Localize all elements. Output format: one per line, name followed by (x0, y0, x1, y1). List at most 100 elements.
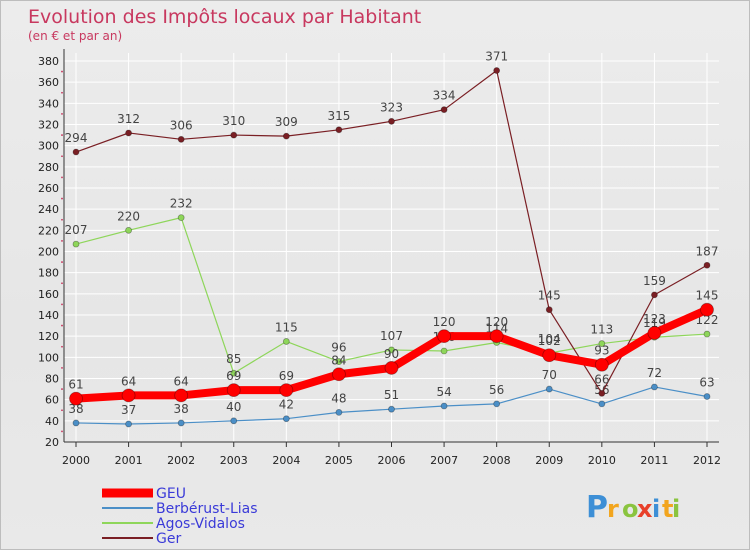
axes: 20 40 60 80 100 120 140 160 180 200 220 240 260 280 30… (38, 49, 721, 467)
data-label: 102 (538, 334, 561, 348)
data-point (545, 306, 553, 314)
data-label: 104 (538, 332, 561, 346)
data-point (598, 340, 606, 347)
y-minor-tick (61, 303, 63, 306)
y-minor-tick (61, 261, 63, 263)
x-tick-label-2000: 2000 (62, 454, 90, 467)
data-point (493, 67, 501, 74)
data-label: 145 (696, 289, 719, 303)
data-point (174, 388, 189, 403)
data-point (384, 361, 399, 375)
data-point (69, 391, 83, 406)
y-tick-label-360: 360 (38, 76, 59, 89)
data-point (177, 419, 185, 427)
brand-letter: t (662, 495, 673, 523)
y-minor-tick (61, 388, 63, 390)
data-point (647, 326, 662, 340)
y-tick-label-300: 300 (38, 140, 59, 153)
data-label: 371 (485, 50, 508, 64)
y-minor-tick (61, 409, 63, 412)
data-label: 54 (436, 385, 451, 399)
x-tick-label-2005: 2005 (325, 454, 353, 467)
data-point (388, 405, 395, 413)
data-label: 120 (433, 315, 456, 329)
data-point (594, 357, 609, 372)
data-point (335, 408, 343, 416)
data-point (703, 393, 711, 400)
data-label: 38 (68, 402, 83, 416)
data-point (332, 367, 346, 382)
data-label: 56 (489, 383, 504, 397)
data-label: 63 (699, 375, 714, 389)
y-minor-tick (61, 155, 63, 158)
y-tick-label-240: 240 (38, 203, 59, 216)
data-label: 84 (331, 353, 346, 367)
y-tick-label-200: 200 (38, 246, 59, 259)
legend-label-2: Agos-Vidalos (156, 516, 245, 532)
data-label: 51 (384, 388, 399, 402)
data-label: 42 (279, 398, 294, 412)
data-label: 310 (222, 114, 245, 128)
data-point (282, 338, 290, 345)
data-label: 306 (170, 118, 193, 132)
y-tick-label-220: 220 (38, 224, 59, 237)
data-label: 38 (174, 402, 189, 416)
series-agos-vidalos: 2072202328511596107106114104113119122 (65, 197, 718, 377)
data-label: 64 (121, 374, 136, 388)
data-label: 70 (542, 368, 557, 382)
data-label: 93 (594, 344, 609, 358)
data-point (125, 226, 132, 234)
data-label: 113 (590, 323, 613, 337)
series-ger: 294 312 306 310 309 315 323 334 371 145 66 159 187 (65, 50, 718, 397)
chart-title: Evolution des Impôts locaux par Habitant (28, 6, 421, 28)
data-label: 64 (174, 374, 189, 388)
data-point (125, 129, 132, 137)
data-point (700, 302, 714, 317)
series-lines: 38 37 38 40 42 48 51 54 567056726320722023285115… (65, 50, 719, 428)
data-point (651, 291, 658, 299)
y-minor-tick (61, 324, 63, 327)
data-point (72, 240, 80, 248)
y-tick-label-80: 80 (45, 373, 59, 386)
series-geu: 61 64 64 69 69 84 90 120 120 102 93 123 145 (68, 289, 719, 406)
y-minor-tick (61, 367, 63, 369)
y-tick-label-140: 140 (38, 309, 59, 322)
data-label: 145 (538, 289, 561, 303)
data-point (440, 402, 448, 410)
data-point (121, 388, 136, 403)
data-label: 48 (331, 391, 346, 405)
data-point (230, 131, 238, 139)
data-point (335, 358, 343, 365)
legend-label-3: Ger (156, 531, 181, 547)
y-minor-tick (61, 70, 63, 73)
y-minor-tick (61, 282, 63, 285)
data-point (282, 415, 290, 423)
y-tick-label-60: 60 (45, 394, 59, 407)
y-tick-label-320: 320 (38, 119, 59, 132)
data-label: 123 (643, 312, 666, 326)
x-tick-label-2010: 2010 (588, 454, 616, 467)
data-point (703, 261, 711, 269)
data-point (335, 126, 343, 134)
data-point (177, 214, 185, 222)
x-tick-label-2003: 2003 (220, 454, 248, 467)
data-label: 312 (117, 112, 140, 126)
data-label: 159 (643, 274, 666, 288)
data-point (388, 117, 395, 125)
data-label: 37 (121, 403, 136, 417)
brand-letter: o (622, 495, 639, 523)
y-tick-label-380: 380 (38, 55, 59, 68)
gridlines (64, 53, 719, 443)
y-tick-label-180: 180 (38, 267, 59, 280)
legend-label-0: GEU (156, 486, 186, 502)
data-label: 207 (65, 223, 88, 237)
data-label: 90 (384, 347, 399, 361)
brand-letter: i (672, 495, 680, 523)
data-point (440, 347, 448, 355)
x-tick-label-2012: 2012 (693, 454, 721, 467)
